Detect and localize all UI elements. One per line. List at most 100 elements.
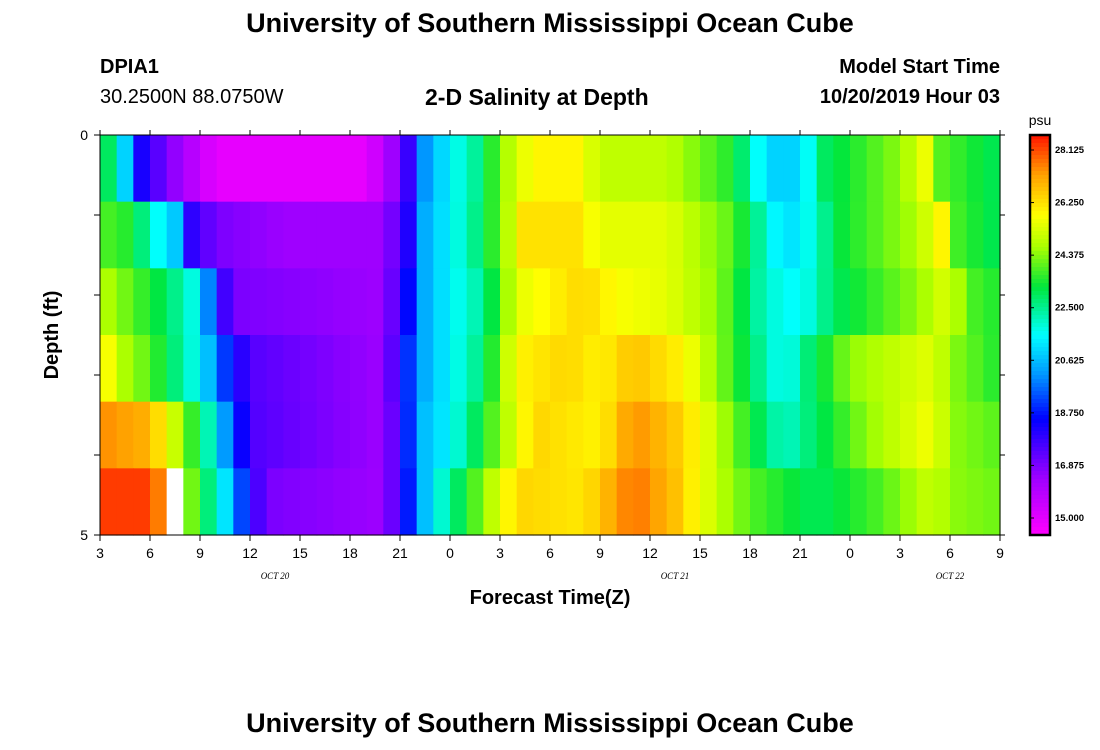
- heatmap-cell: [983, 135, 1001, 203]
- heatmap-cell: [733, 268, 751, 336]
- heatmap-cell: [600, 401, 618, 469]
- heatmap-cell: [916, 268, 934, 336]
- colorbar-strip: [1030, 399, 1050, 404]
- heatmap-cell: [116, 468, 134, 536]
- heatmap-cell: [866, 135, 884, 203]
- heatmap-cell: [900, 468, 918, 536]
- heatmap-cell: [100, 401, 118, 469]
- heatmap-cell: [683, 135, 701, 203]
- heatmap-cell: [766, 135, 784, 203]
- heatmap-cell: [866, 468, 884, 536]
- heatmap-cell: [500, 468, 518, 536]
- heatmap-cell: [200, 135, 218, 203]
- heatmap-cell: [833, 401, 851, 469]
- colorbar-tick-label: 15.000: [1055, 513, 1084, 524]
- heatmap-cell: [950, 335, 968, 403]
- heatmap-cell: [550, 268, 568, 336]
- heatmap-cell: [983, 468, 1001, 536]
- colorbar-strip: [1030, 287, 1050, 292]
- colorbar-strip: [1030, 375, 1050, 380]
- heatmap-cell: [683, 401, 701, 469]
- heatmap-cell: [100, 268, 118, 336]
- heatmap-cell: [900, 401, 918, 469]
- colorbar-strip: [1030, 415, 1050, 420]
- heatmap-cell: [650, 468, 668, 536]
- heatmap-cell: [850, 401, 868, 469]
- heatmap-cell: [333, 135, 351, 203]
- colorbar-strip: [1030, 175, 1050, 180]
- colorbar-strip: [1030, 523, 1050, 528]
- heatmap-cell: [500, 135, 518, 203]
- heatmap-cell: [133, 335, 151, 403]
- heatmap-cell: [433, 135, 451, 203]
- heatmap-cell: [633, 468, 651, 536]
- heatmap-cell: [750, 335, 768, 403]
- colorbar-strip: [1030, 387, 1050, 392]
- colorbar-strip: [1030, 259, 1050, 264]
- heatmap-cell: [566, 401, 584, 469]
- heatmap-cell: [733, 135, 751, 203]
- colorbar-strip: [1030, 195, 1050, 200]
- heatmap-cell: [800, 335, 818, 403]
- heatmap-cell: [150, 468, 168, 536]
- x-tick-label: 0: [846, 545, 854, 561]
- colorbar-strip: [1030, 459, 1050, 464]
- heatmap-cell: [566, 335, 584, 403]
- heatmap-cell: [533, 401, 551, 469]
- heatmap-cell: [466, 268, 484, 336]
- x-tick-label: 3: [96, 545, 104, 561]
- heatmap-cell: [283, 268, 301, 336]
- heatmap-cell: [366, 201, 384, 269]
- heatmap-cell: [516, 135, 534, 203]
- heatmap-cell: [866, 335, 884, 403]
- heatmap-cell: [466, 335, 484, 403]
- heatmap-cell: [350, 201, 368, 269]
- heatmap-cell: [183, 401, 201, 469]
- heatmap-cell: [416, 401, 434, 469]
- heatmap-cell: [333, 268, 351, 336]
- colorbar-strip: [1030, 379, 1050, 384]
- heatmap-cell: [783, 201, 801, 269]
- heatmap-cell: [750, 401, 768, 469]
- colorbar-strip: [1030, 447, 1050, 452]
- heatmap-cell: [366, 401, 384, 469]
- heatmap-cell: [333, 468, 351, 536]
- colorbar-strip: [1030, 339, 1050, 344]
- x-tick-label: 12: [242, 545, 258, 561]
- heatmap-cell: [633, 268, 651, 336]
- heatmap-cell: [666, 268, 684, 336]
- heatmap-cell: [783, 335, 801, 403]
- heatmap-cell: [233, 135, 251, 203]
- colorbar-strip: [1030, 243, 1050, 248]
- heatmap-cell: [400, 401, 418, 469]
- heatmap-cell: [883, 468, 901, 536]
- page-title: University of Southern Mississippi Ocean…: [246, 8, 854, 38]
- heatmap-cell: [633, 335, 651, 403]
- colorbar-strip: [1030, 427, 1050, 432]
- heatmap-cell: [983, 335, 1001, 403]
- heatmap-cell: [583, 335, 601, 403]
- colorbar-strip: [1030, 331, 1050, 336]
- y-tick-label: 5: [80, 527, 88, 543]
- heatmap-cell: [600, 135, 618, 203]
- heatmap-cell: [883, 401, 901, 469]
- heatmap-cell: [150, 268, 168, 336]
- heatmap-cell: [216, 468, 234, 536]
- heatmap-cell: [566, 268, 584, 336]
- colorbar-tick-label: 26.250: [1055, 198, 1084, 209]
- heatmap-cell: [916, 335, 934, 403]
- heatmap-cell: [133, 468, 151, 536]
- x-tick-label: 6: [946, 545, 954, 561]
- heatmap-cell: [883, 201, 901, 269]
- heatmap-cell: [833, 201, 851, 269]
- heatmap-cell: [400, 135, 418, 203]
- x-tick-label: 0: [446, 545, 454, 561]
- heatmap-cell: [683, 201, 701, 269]
- heatmap-cell: [450, 268, 468, 336]
- colorbar-strip: [1030, 295, 1050, 300]
- heatmap-cell: [450, 201, 468, 269]
- heatmap-cell: [166, 335, 184, 403]
- colorbar-strip: [1030, 147, 1050, 152]
- heatmap-cell: [850, 135, 868, 203]
